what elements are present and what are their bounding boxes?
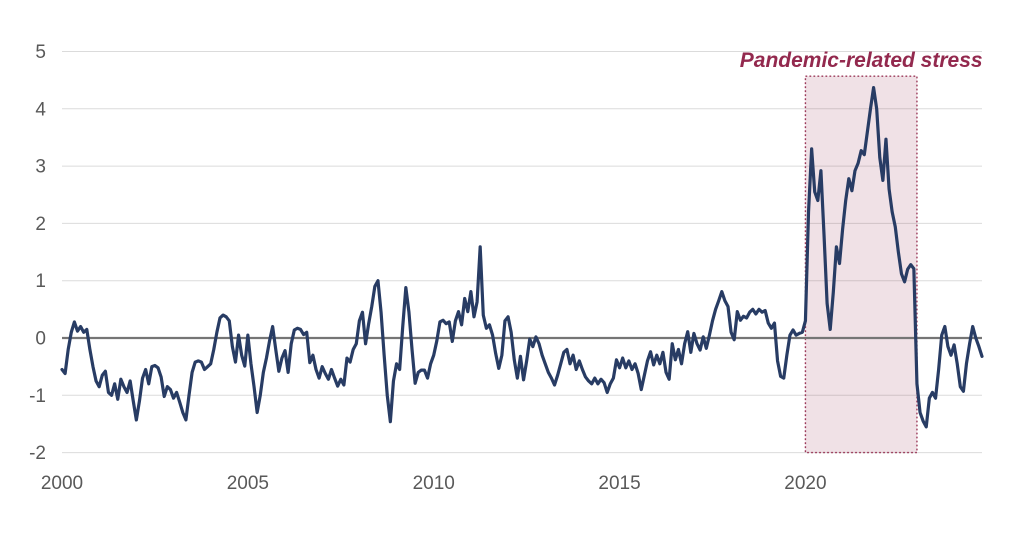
pandemic-region-label: Pandemic-related stress [740,49,983,72]
x-tick-label: 2010 [413,473,455,494]
y-tick-label: 0 [35,329,46,350]
y-axis-labels: 5 4 3 2 1 0 -1 -2 [29,42,46,464]
y-tick-label: -2 [29,443,46,464]
y-tick-label: -1 [29,386,46,407]
y-tick-label: 3 [35,157,46,178]
y-tick-label: 1 [35,271,46,292]
stress-index-line [60,86,984,429]
y-tick-label: 5 [35,42,46,63]
x-tick-label: 2005 [227,473,269,494]
x-tick-label: 2020 [784,473,826,494]
x-tick-label: 2015 [598,473,640,494]
y-tick-label: 2 [35,214,46,235]
x-tick-label: 2000 [41,473,83,494]
x-axis-labels: 2000 2005 2010 2015 2020 [41,473,827,494]
gridlines [62,51,982,454]
y-tick-label: 4 [35,99,46,120]
